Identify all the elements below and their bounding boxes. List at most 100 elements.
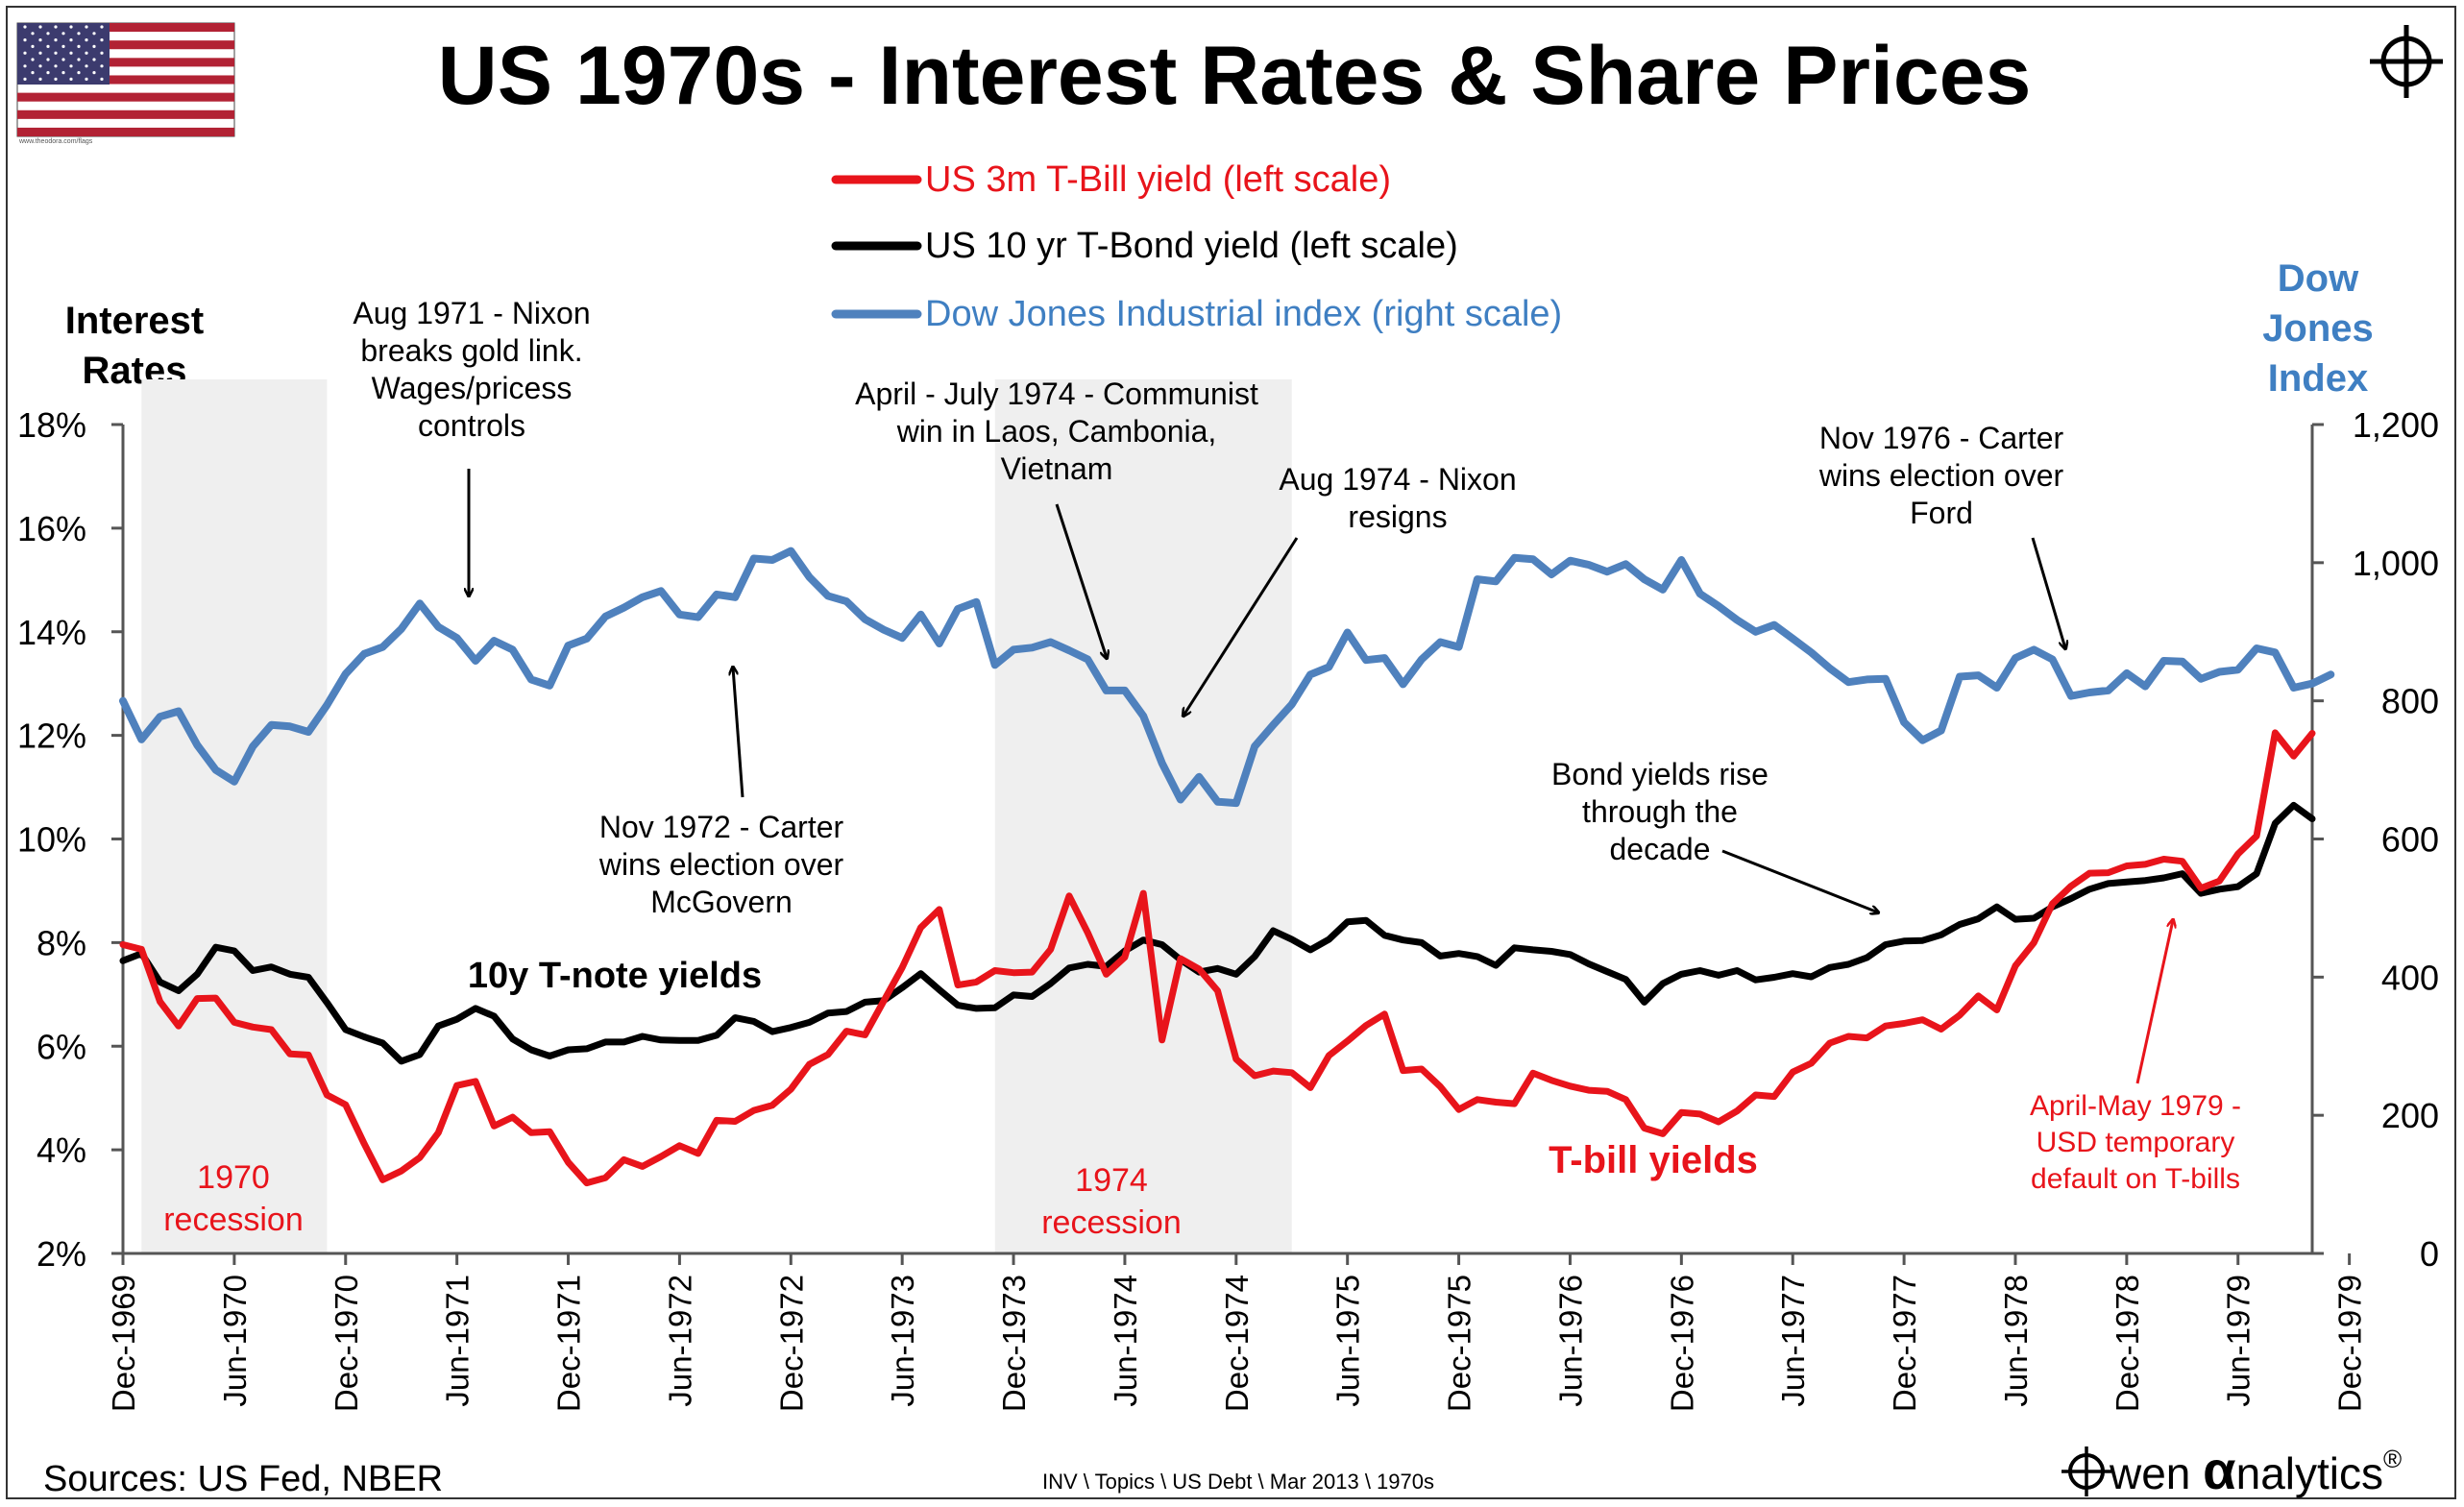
annotation-bond-yields-line3: decade (1610, 832, 1711, 866)
flag-star (61, 44, 65, 48)
flag-star (38, 51, 42, 55)
annotation-default-1979-line3: default on T-bills (2031, 1163, 2240, 1195)
file-path-note: INV \ Topics \ US Debt \ Mar 2013 \ 1970… (1042, 1470, 1434, 1494)
flag-stripe (17, 127, 234, 136)
flag-star (77, 58, 81, 61)
flag-star (100, 64, 104, 68)
series-lines (119, 547, 2335, 1187)
recession-1970-word: recession (163, 1202, 304, 1238)
left-tick-label: 8% (37, 923, 86, 962)
x-tick-label: Dec-1977 (1887, 1275, 1922, 1412)
flag-star (23, 25, 27, 29)
legend-label-tbill: US 3m T-Bill yield (left scale) (925, 159, 1391, 200)
left-tick-label: 14% (17, 613, 86, 652)
left-axis-ticks: 2% 4% 6% 8% 10% 12% 14% 16% 18% (17, 405, 123, 1274)
right-tick-label: 400 (2381, 958, 2439, 997)
legend: US 3m T-Bill yield (left scale) US 10 yr… (831, 159, 1562, 334)
recession-band (141, 379, 328, 1253)
flag-star (100, 38, 104, 42)
annotation-communist-line2: win in Laos, Cambonia, (896, 414, 1217, 449)
flag-star (85, 77, 88, 81)
brand-logo: wen αnalytics® (2061, 1440, 2402, 1500)
brand-text: wen αnalytics® (2109, 1440, 2402, 1500)
recession-1970-year: 1970 (197, 1159, 270, 1196)
legend-item-tbill: US 3m T-Bill yield (left scale) (831, 159, 1391, 200)
flag-stripe (17, 92, 234, 102)
left-tick-label: 6% (37, 1027, 86, 1066)
series-line-dow (119, 547, 2335, 808)
x-tick-label: Dec-1974 (1219, 1275, 1255, 1412)
annotation-communist-line3: Vietnam (1001, 451, 1113, 486)
legend-label-dow: Dow Jones Industrial index (right scale) (925, 294, 1562, 334)
right-axis-title-line3: Index (2268, 357, 2368, 400)
recession-1974-year: 1974 (1075, 1162, 1148, 1199)
left-axis-title-line1: Interest (65, 300, 205, 342)
sources-note: Sources: US Fed, NBER (43, 1459, 443, 1499)
flag-star (61, 58, 65, 61)
recession-label-1970: 1970 recession (163, 1159, 304, 1238)
right-tick-label: 600 (2381, 820, 2439, 860)
x-tick-label: Jun-1975 (1330, 1275, 1366, 1407)
flag-star (85, 64, 88, 68)
chart-title: US 1970s - Interest Rates & Share Prices (438, 30, 2032, 122)
right-tick-label: 0 (2420, 1234, 2439, 1274)
annotation-nixon-resigns-line2: resigns (1348, 499, 1447, 534)
left-tick-label: 18% (17, 405, 86, 445)
flag-star (77, 44, 81, 48)
flag-star (38, 77, 42, 81)
flag-stripe (17, 58, 234, 67)
annotation-carter-1976-line2: wins election over (1818, 458, 2064, 493)
annotation-communist: April - July 1974 - Communist win in Lao… (855, 377, 1258, 486)
annotation-carter-1976: Nov 1976 - Carter wins election over For… (1818, 421, 2064, 530)
right-axis-title-line1: Dow (2278, 257, 2359, 300)
arrow-carter-1972 (733, 668, 744, 798)
x-tick-label: Jun-1971 (440, 1275, 476, 1407)
flag-star (54, 25, 58, 29)
left-tick-label: 16% (17, 509, 86, 548)
annotation-nixon-gold-line1: Aug 1971 - Nixon (353, 296, 590, 330)
right-tick-label: 1,200 (2353, 405, 2439, 445)
arrow-communist (1055, 503, 1107, 658)
recession-band (994, 379, 1292, 1253)
flag-star (77, 71, 81, 75)
flag-star (92, 44, 96, 48)
x-tick-label: Jun-1972 (662, 1275, 697, 1407)
flag-star (38, 38, 42, 42)
x-tick-label: Jun-1974 (1108, 1275, 1143, 1407)
annotation-carter-1976-line1: Nov 1976 - Carter (1819, 421, 2064, 455)
x-tick-label: Dec-1978 (2110, 1275, 2145, 1412)
x-tick-label: Jun-1970 (217, 1275, 253, 1407)
crosshair-logo-icon (2370, 25, 2443, 98)
flag-star (85, 38, 88, 42)
flag-star (46, 44, 50, 48)
left-tick-label: 2% (37, 1234, 86, 1274)
annotation-carter-1972-line1: Nov 1972 - Carter (599, 810, 844, 844)
x-tick-label: Dec-1979 (2332, 1275, 2368, 1412)
annotation-carter-1972: Nov 1972 - Carter wins election over McG… (598, 810, 844, 919)
recession-1974-word: recession (1041, 1204, 1182, 1241)
flag-star (23, 38, 27, 42)
x-tick-label: Jun-1977 (1775, 1275, 1811, 1407)
annotation-nixon-gold-line2: breaks gold link. (360, 333, 582, 368)
right-axis-ticks: 0 200 400 600 800 1,000 1,200 (2312, 405, 2439, 1274)
flag-star (46, 71, 50, 75)
x-tick-label: Dec-1971 (551, 1275, 587, 1412)
flag-star (54, 64, 58, 68)
x-axis-ticks: Dec-1969 Jun-1970 Dec-1970 Jun-1971 Dec-1971… (106, 1253, 2368, 1412)
flag-star (61, 32, 65, 36)
x-tick-label: Dec-1973 (996, 1275, 1032, 1412)
right-tick-label: 1,000 (2353, 544, 2439, 583)
left-tick-label: 10% (17, 820, 86, 860)
x-tick-label: Dec-1976 (1664, 1275, 1699, 1412)
annotation-default-1979-line1: April-May 1979 - (2030, 1090, 2241, 1122)
flag-star (92, 58, 96, 61)
flag-caption: www.theodora.com/flags (18, 138, 93, 145)
flag-star (100, 77, 104, 81)
x-tick-label: Dec-1975 (1442, 1275, 1477, 1412)
flag-star (46, 32, 50, 36)
annotation-default-1979: April-May 1979 - USD temporary default o… (2030, 1090, 2241, 1195)
recession-bands (141, 379, 1292, 1253)
x-tick-label: Jun-1973 (885, 1275, 920, 1407)
flag-star (85, 25, 88, 29)
